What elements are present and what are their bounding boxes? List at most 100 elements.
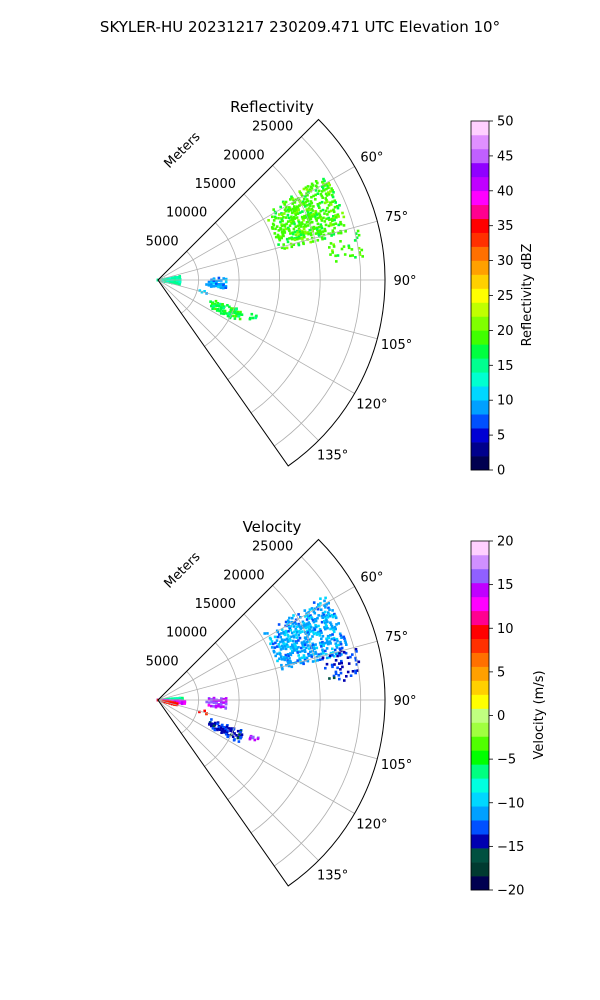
echo-gate [321,642,325,646]
echo-gate [298,237,301,240]
echo-gate [304,186,308,189]
echo-gate [295,205,299,208]
colorbar-swatch [471,736,489,751]
echo-gate [307,632,311,636]
echo-gate [315,213,319,216]
echo-gate [294,640,298,643]
echo-gate [329,190,332,193]
echo-gate [332,191,335,194]
echo-gate [321,656,325,660]
echo-gate [303,623,306,627]
echo-gate [273,646,277,649]
echo-gate [203,709,206,713]
echo-gate [291,643,294,647]
echo-gate [210,704,213,708]
reflectivity-title: Reflectivity [230,98,314,116]
echo-gate [307,232,310,236]
echo-gate [301,200,305,204]
echo-gate [334,627,337,631]
echo-gate [222,284,225,288]
echo-gate [309,211,313,215]
echo-gate [360,248,364,252]
echo-gate [309,240,312,244]
echo-gate [315,606,319,609]
colorbar-swatch [471,820,489,835]
colorbar-swatch [471,541,489,556]
echo-gate [301,241,305,244]
echo-gate [283,231,287,234]
echo-gate [178,701,182,705]
echo-gate [327,606,330,610]
colorbar-tick-label: −5 [497,753,516,768]
azimuth-tick-label: 90° [393,274,416,289]
echo-gate [323,201,327,205]
echo-gate [286,220,290,223]
echo-gate [306,631,310,634]
echo-gate [306,185,310,188]
echo-gate [210,718,213,721]
echo-gate [225,731,229,735]
echo-gate [338,677,341,681]
echo-gate [314,189,318,192]
echo-gate [321,185,324,189]
echo-gate [317,216,320,220]
echo-gate [322,187,325,190]
echo-gate [295,236,299,239]
echo-gate [306,211,310,214]
echo-gate [299,616,302,619]
echo-region [248,312,258,321]
echo-gate [313,611,317,615]
echo-gate [284,200,288,204]
echo-gate [290,620,294,624]
echo-gate [319,232,323,236]
echo-gate [296,206,300,210]
echo-gate [298,223,302,227]
velocity-title: Velocity [243,518,302,536]
echo-gate [286,619,290,622]
colorbar-swatch [471,792,489,807]
echo-gate [314,198,317,201]
echo-gate [284,647,288,651]
echo-gate [316,222,320,226]
echo-gate [289,628,293,632]
echo-gate [290,237,294,241]
range-ring [250,165,321,414]
echo-gate [305,612,308,615]
echo-region [321,648,361,682]
echo-gate [294,622,297,626]
echo-gate [312,205,315,208]
colorbar-swatch [471,204,489,220]
echo-gate [287,630,290,633]
echo-gate [315,625,318,629]
colorbar-swatch [471,806,489,821]
echo-gate [217,276,221,280]
echo-gate [342,635,346,639]
echo-gate [214,705,218,709]
echo-gate [293,642,296,646]
echo-region [328,229,364,263]
echo-gate [320,200,324,204]
echo-gate [334,659,338,662]
echo-gate [299,233,303,236]
echo-gate [296,651,300,654]
echo-gate [297,646,300,649]
echo-gate [336,666,339,670]
echo-gate [290,216,294,220]
echo-gate [279,652,282,656]
echo-gate [327,642,330,646]
echo-gate [285,656,288,660]
echo-gate [328,246,331,249]
echo-gate [235,734,238,737]
echo-gate [328,218,331,222]
echo-gate [312,225,316,229]
echo-gate [304,643,307,647]
echo-gate [318,634,322,637]
echo-gate [281,667,284,671]
echo-gate [219,702,223,706]
echo-gate [288,627,292,631]
echo-gate [319,652,323,656]
echo-gate [303,216,307,219]
echo-gate [293,238,297,242]
echo-gate [291,644,295,648]
echo-gate [326,626,329,630]
